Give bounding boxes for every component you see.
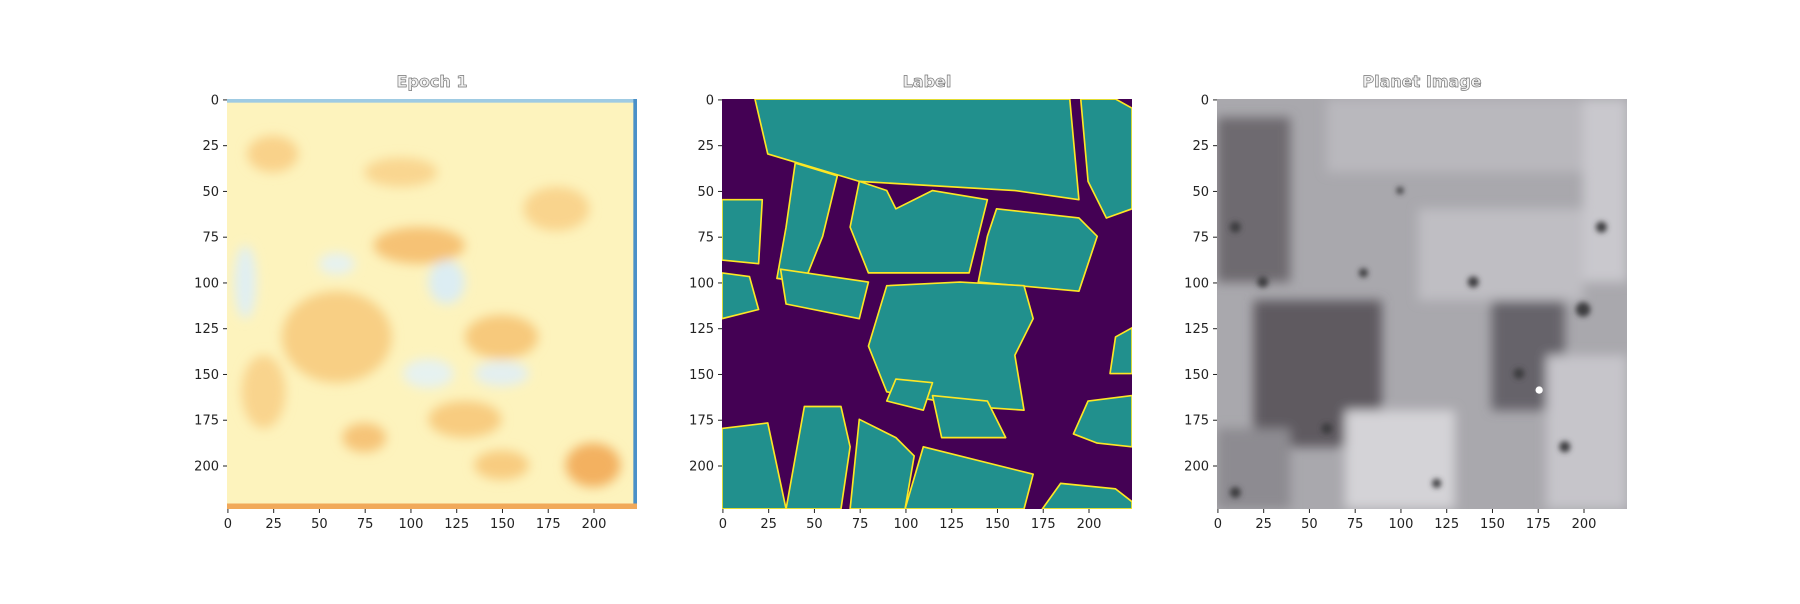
x-tick-label: 200 [582, 517, 607, 532]
x-tick-label: 75 [852, 517, 869, 532]
x-tick-label: 150 [985, 517, 1010, 532]
y-tick-label: 175 [1184, 414, 1209, 429]
x-tick-label: 75 [1347, 517, 1364, 532]
x-tick-label: 0 [719, 517, 727, 532]
x-tick-label: 50 [311, 517, 328, 532]
x-tick-label: 100 [1389, 517, 1414, 532]
x-tick-label: 0 [1214, 517, 1222, 532]
y-tick-label: 25 [202, 139, 219, 154]
x-tick-label: 50 [1301, 517, 1318, 532]
y-tick-label: 200 [194, 459, 219, 474]
y-tick-label: 0 [706, 93, 714, 108]
label-image [722, 99, 1133, 510]
y-tick-label: 125 [1184, 322, 1209, 337]
y-tick-label: 100 [1184, 276, 1209, 291]
x-tick-label: 175 [1031, 517, 1056, 532]
x-tick-label: 125 [1434, 517, 1459, 532]
y-tick-label: 175 [689, 414, 714, 429]
y-tick-label: 125 [194, 322, 219, 337]
panel-title: Planet Image [1362, 72, 1481, 91]
y-tick-label: 25 [1192, 139, 1209, 154]
y-tick-label: 150 [689, 368, 714, 383]
x-tick-label: 100 [399, 517, 424, 532]
panel-title: Label [903, 72, 952, 91]
y-tick-label: 150 [194, 368, 219, 383]
y-tick-label: 175 [194, 414, 219, 429]
x-tick-label: 75 [357, 517, 374, 532]
x-tick-label: 0 [224, 517, 232, 532]
x-tick-label: 125 [939, 517, 964, 532]
y-tick-label: 100 [194, 276, 219, 291]
x-tick-label: 125 [444, 517, 469, 532]
x-tick-label: 200 [1077, 517, 1102, 532]
x-tick-label: 150 [1480, 517, 1505, 532]
y-tick-label: 75 [1192, 231, 1209, 246]
x-tick-label: 100 [894, 517, 919, 532]
x-tick-label: 200 [1572, 517, 1597, 532]
y-tick-label: 50 [697, 185, 714, 200]
y-tick-label: 25 [697, 139, 714, 154]
satellite-image [1217, 99, 1628, 510]
y-tick-label: 75 [697, 231, 714, 246]
y-tick-label: 50 [1192, 185, 1209, 200]
x-tick-label: 150 [490, 517, 515, 532]
y-tick-label: 100 [689, 276, 714, 291]
x-tick-label: 50 [806, 517, 823, 532]
x-tick-label: 25 [1255, 517, 1272, 532]
y-tick-label: 125 [689, 322, 714, 337]
y-tick-label: 75 [202, 231, 219, 246]
y-tick-label: 150 [1184, 368, 1209, 383]
y-tick-label: 200 [689, 459, 714, 474]
x-tick-label: 25 [265, 517, 282, 532]
x-tick-label: 25 [760, 517, 777, 532]
x-tick-label: 175 [1526, 517, 1551, 532]
y-tick-label: 200 [1184, 459, 1209, 474]
x-tick-label: 175 [536, 517, 561, 532]
panel-title: Epoch 1 [397, 72, 468, 91]
y-tick-label: 0 [1201, 93, 1209, 108]
y-tick-label: 0 [211, 93, 219, 108]
y-tick-label: 50 [202, 185, 219, 200]
heatmap-image [227, 99, 638, 510]
